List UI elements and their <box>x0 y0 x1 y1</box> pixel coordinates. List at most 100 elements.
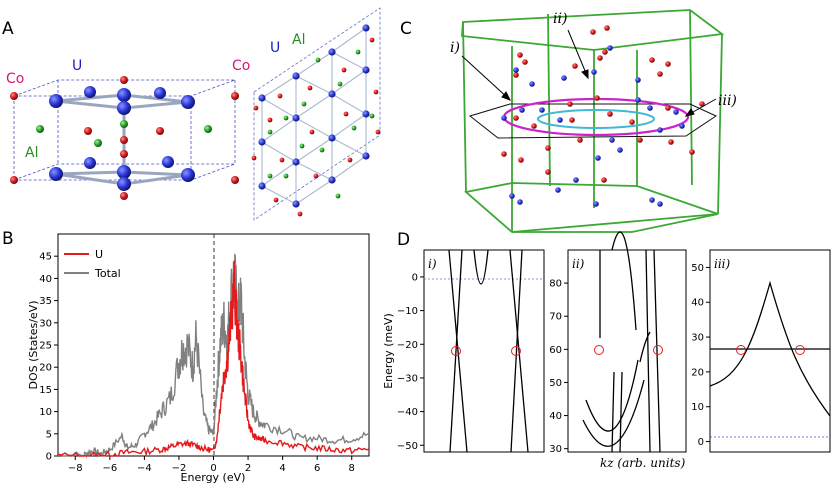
weyl-point-red <box>572 63 578 69</box>
planar-bond <box>261 97 297 119</box>
planar-bond <box>331 113 367 139</box>
dos-y-ticks: 0 5 10 15 20 25 30 35 40 45 <box>39 252 58 463</box>
weyl-point-blue <box>647 105 653 111</box>
planar-bond <box>261 75 297 99</box>
planar-u-atom <box>362 24 370 32</box>
weyl-point-red <box>594 95 600 101</box>
d-ii-node-left <box>594 345 604 355</box>
d-tick-label: 20 <box>691 367 704 378</box>
panel-d-letter: D <box>397 230 410 250</box>
weyl-point-blue <box>635 97 641 103</box>
d-ii-sublabel: ii) <box>572 257 585 271</box>
dos-y-tick-label: 5 <box>46 429 52 440</box>
weyl-point-red <box>601 177 607 183</box>
dos-legend: U Total <box>64 248 121 280</box>
planar-bond <box>295 137 333 163</box>
planar-co-atom <box>309 129 315 135</box>
panel-c-letter: C <box>400 19 412 39</box>
planar-co-atom <box>267 117 273 123</box>
weyl-point-blue <box>513 67 519 73</box>
weyl-point-red <box>590 29 596 35</box>
label-al-left: Al <box>25 145 38 161</box>
c-label-ii: ii) <box>553 11 567 27</box>
weyl-point-red <box>604 25 610 31</box>
planar-co-atom <box>307 85 313 91</box>
dos-y-axis-label: DOS (States/eV) <box>27 300 40 389</box>
d-iii-dispersive-band <box>709 280 831 417</box>
d-tick-label: 40 <box>691 298 704 309</box>
weyl-point-blue <box>529 81 535 87</box>
d-ii-plot-area <box>567 249 687 453</box>
d-tick-label: 70 <box>549 312 562 323</box>
d-i-node-right <box>511 346 521 356</box>
dos-x-tick-label: 0 <box>210 463 216 474</box>
label-al-right: Al <box>292 32 305 48</box>
panel-a-letter: A <box>2 19 14 39</box>
d-ii-x-axis-label: kz (arb. units) <box>600 456 686 470</box>
weyl-point-red <box>665 105 671 111</box>
weyl-point-blue <box>657 127 663 133</box>
planar-u-atom <box>292 114 300 122</box>
d-tick-label: −10 <box>397 306 418 317</box>
dos-y-tick-label: 10 <box>39 407 52 418</box>
weyl-point-red <box>637 137 643 143</box>
planar-bond <box>295 93 333 119</box>
weyl-point-blue <box>539 107 545 113</box>
planar-al-atom <box>267 129 273 135</box>
weyl-point-red <box>668 139 674 145</box>
panel-c: C i) ii) iii) <box>400 9 737 233</box>
weyl-point-blue <box>673 109 679 115</box>
weyl-point-blue <box>517 199 523 205</box>
weyl-point-red <box>513 115 519 121</box>
dos-x-tick-label: −4 <box>137 463 152 474</box>
weyl-point-red <box>545 145 551 151</box>
weyl-point-red <box>531 123 537 129</box>
weyl-point-blue <box>519 107 525 113</box>
planar-al-atom <box>267 173 273 179</box>
planar-bond <box>331 155 367 181</box>
unit-cell-frame <box>13 79 236 181</box>
dos-x-tick-label: −6 <box>102 463 117 474</box>
planar-bond <box>261 185 297 205</box>
d-iii-sublabel: iii) <box>714 257 731 271</box>
weyl-point-red <box>513 72 519 78</box>
weyl-point-red <box>577 137 583 143</box>
legend-total-label: Total <box>94 267 121 280</box>
dos-y-tick-label: 15 <box>39 385 52 396</box>
planar-bond <box>295 75 333 95</box>
label-u-right: U <box>270 40 280 56</box>
planar-co-atom <box>297 211 303 217</box>
planar-u-atom <box>328 176 336 184</box>
d-tick-label: 0 <box>412 272 418 283</box>
weyl-point-blue <box>679 123 685 129</box>
planar-projection <box>251 7 381 221</box>
d-tick-label: 40 <box>549 411 562 422</box>
brillouin-zone <box>461 9 725 233</box>
planar-al-atom <box>369 113 375 119</box>
planar-al-atom <box>355 49 361 55</box>
dos-x-tick-label: −2 <box>172 463 187 474</box>
weyl-point-red <box>602 49 608 55</box>
dos-y-tick-label: 45 <box>39 252 52 263</box>
planar-bond <box>331 51 367 71</box>
dos-total-curve <box>57 253 370 459</box>
planar-co-atom <box>273 197 279 203</box>
planar-al-atom <box>283 173 289 179</box>
kz-plane-hexagon <box>468 103 718 139</box>
weyl-point-blue <box>509 193 515 199</box>
weyl-point-red <box>545 169 551 175</box>
weyl-point-blue <box>607 45 613 51</box>
d-i-plot-area <box>423 249 545 453</box>
c-label-iii: iii) <box>718 93 737 109</box>
d-i-node-left <box>451 346 461 356</box>
label-u-left: U <box>72 58 82 74</box>
planar-u-atom <box>258 138 266 146</box>
weyl-point-red <box>699 101 705 107</box>
weyl-point-red <box>629 119 635 125</box>
planar-co-atom <box>343 111 349 117</box>
planar-al-atom <box>337 81 343 87</box>
weyl-point-blue <box>635 77 641 83</box>
dos-y-tick-label: 0 <box>46 452 52 463</box>
dos-x-tick-label: 4 <box>279 463 285 474</box>
